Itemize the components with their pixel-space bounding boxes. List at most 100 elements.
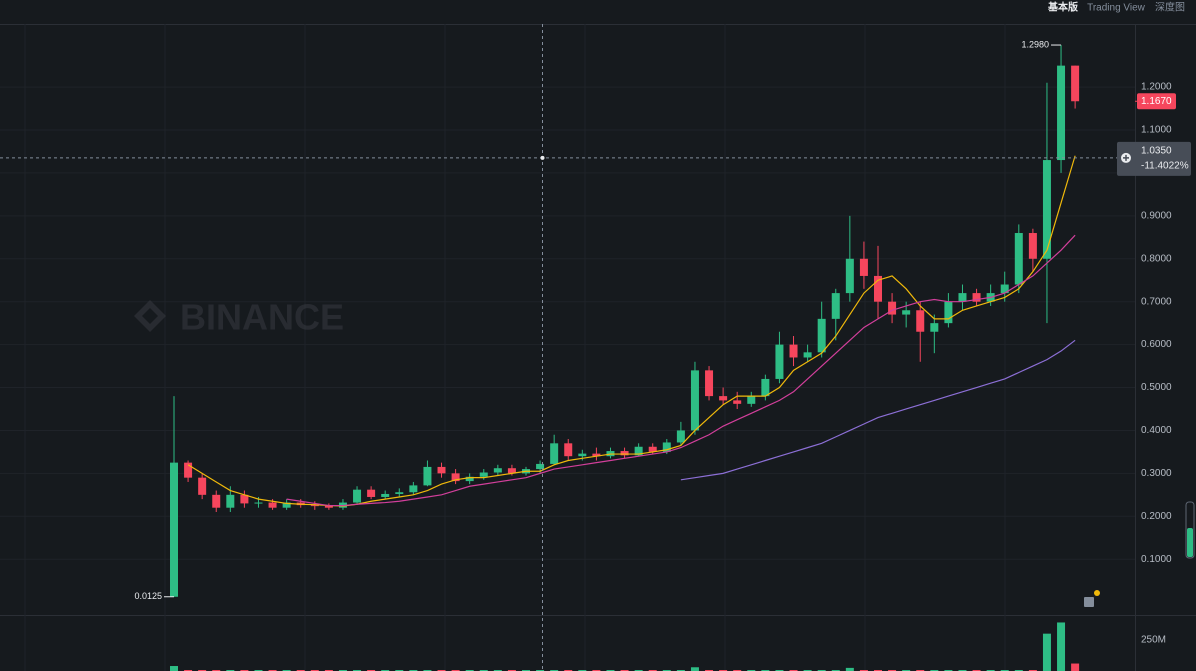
volume-bar bbox=[845, 667, 854, 671]
volume-bar bbox=[1057, 622, 1066, 671]
y-tick-label: 0.9000 bbox=[1141, 210, 1172, 221]
candle-body bbox=[705, 370, 714, 397]
last-price-label: 1.1670 bbox=[1141, 96, 1172, 107]
candle-body bbox=[620, 451, 629, 456]
candle-body bbox=[902, 310, 911, 315]
candle-body bbox=[170, 462, 178, 597]
candle-body bbox=[184, 462, 193, 478]
candle-body bbox=[859, 258, 868, 276]
moving-average bbox=[286, 234, 1076, 507]
crosshair-tag bbox=[1117, 141, 1191, 176]
candle-body bbox=[268, 502, 277, 508]
candle-body bbox=[944, 301, 953, 324]
volume-bar bbox=[170, 666, 178, 671]
y-tick-label: 0.2000 bbox=[1141, 511, 1172, 522]
watermark: BINANCE bbox=[134, 297, 344, 338]
watermark-text: BINANCE bbox=[180, 297, 344, 338]
tab-depth[interactable]: 深度图 bbox=[1155, 1, 1185, 14]
candle-body bbox=[662, 442, 671, 452]
tool-icon[interactable] bbox=[1084, 597, 1094, 607]
candle-body bbox=[437, 466, 446, 474]
candle-body bbox=[817, 318, 826, 353]
y-tick-label: 1.2000 bbox=[1141, 82, 1172, 93]
y-tick-label: 0.5000 bbox=[1141, 382, 1172, 393]
low-label: 0.0125 bbox=[134, 591, 162, 601]
moving-average bbox=[680, 339, 1076, 481]
candle-body bbox=[648, 446, 657, 452]
candle-body bbox=[226, 494, 235, 508]
candle-body bbox=[888, 301, 897, 315]
candle-body bbox=[1042, 160, 1051, 259]
scroll-thumb[interactable] bbox=[1187, 528, 1193, 557]
y-tick-label: 0.8000 bbox=[1141, 253, 1172, 264]
candle-body bbox=[564, 443, 573, 457]
candle-body bbox=[733, 400, 742, 404]
candle-body bbox=[831, 293, 840, 319]
candle-body bbox=[310, 505, 319, 507]
candle-body bbox=[845, 258, 854, 294]
candle-body bbox=[719, 396, 728, 401]
candle-body bbox=[761, 378, 770, 397]
candle-body bbox=[381, 493, 390, 497]
candle-body bbox=[789, 344, 798, 358]
candle-body bbox=[690, 370, 699, 431]
candle-body bbox=[1028, 233, 1037, 259]
candle-body bbox=[324, 505, 333, 508]
candle-body bbox=[775, 344, 784, 379]
candle-body bbox=[479, 472, 488, 477]
volume-tick-label: 250M bbox=[1141, 635, 1166, 646]
candle-body bbox=[972, 293, 981, 302]
candle-body bbox=[1014, 233, 1023, 285]
high-label: 1.2980 bbox=[1022, 39, 1050, 49]
candle-body bbox=[803, 352, 812, 358]
crosshair-dot bbox=[540, 155, 545, 160]
candle-body bbox=[1071, 65, 1080, 102]
candle-body bbox=[916, 310, 925, 332]
candle-body bbox=[747, 396, 756, 404]
candle-body bbox=[958, 293, 967, 302]
candle-body bbox=[409, 485, 418, 493]
y-tick-label: 0.3000 bbox=[1141, 468, 1172, 479]
candle-body bbox=[536, 463, 545, 470]
candle-body bbox=[367, 489, 376, 497]
candle-body bbox=[423, 466, 432, 486]
last-price-tag bbox=[1137, 93, 1176, 110]
candle-body bbox=[1057, 65, 1066, 161]
tab-tradingview[interactable]: Trading View bbox=[1087, 3, 1146, 14]
candle-body bbox=[212, 494, 221, 508]
volume-bar bbox=[1071, 663, 1080, 671]
candle-body bbox=[493, 468, 502, 473]
tab-basic[interactable]: 基本版 bbox=[1047, 1, 1078, 14]
candle-body bbox=[634, 446, 643, 456]
notification-dot bbox=[1094, 590, 1100, 596]
crosshair-change: -11.4022% bbox=[1141, 161, 1189, 172]
volume-bar bbox=[1042, 633, 1051, 671]
candle-body bbox=[507, 468, 516, 474]
candle-body bbox=[282, 502, 291, 508]
add-alert-plus bbox=[1123, 154, 1129, 161]
y-tick-label: 0.4000 bbox=[1141, 425, 1172, 436]
crosshair-price: 1.0350 bbox=[1141, 146, 1172, 157]
candle-body bbox=[676, 430, 685, 443]
candle-body bbox=[395, 492, 404, 494]
candle-body bbox=[451, 473, 460, 482]
candle-body bbox=[353, 489, 362, 503]
y-tick-label: 0.6000 bbox=[1141, 339, 1172, 350]
y-tick-label: 1.1000 bbox=[1141, 125, 1172, 136]
candle-body bbox=[930, 323, 939, 332]
candle-body bbox=[550, 443, 559, 464]
y-tick-label: 0.7000 bbox=[1141, 296, 1172, 307]
volume-bar bbox=[690, 667, 699, 671]
candle-body bbox=[578, 453, 587, 457]
candle-body bbox=[592, 453, 601, 457]
candle-body bbox=[874, 275, 882, 302]
candle-body bbox=[198, 477, 207, 495]
candle-body bbox=[465, 476, 474, 482]
candle-body bbox=[254, 502, 263, 504]
y-tick-label: 0.1000 bbox=[1141, 554, 1172, 565]
candle-body bbox=[240, 494, 249, 504]
grid bbox=[0, 24, 1135, 671]
scroll-track bbox=[1185, 501, 1195, 559]
candle-body bbox=[1000, 284, 1009, 294]
